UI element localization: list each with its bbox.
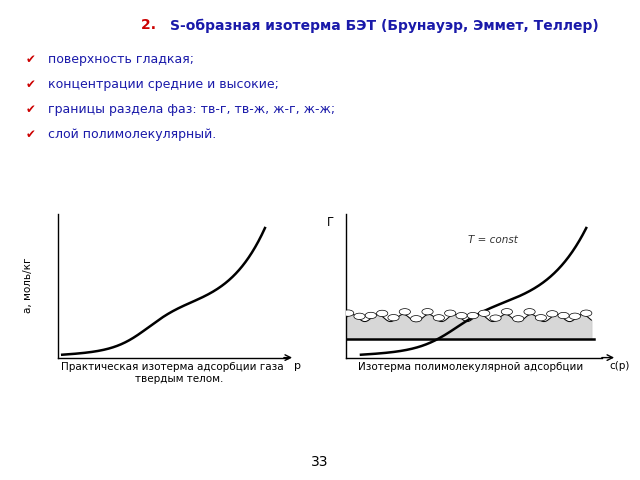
Text: слой полимолекулярный.: слой полимолекулярный. [48,128,216,142]
Circle shape [433,315,445,321]
Text: T = const: T = const [468,235,518,244]
Circle shape [513,315,524,322]
Circle shape [422,309,433,315]
Circle shape [535,314,547,321]
Text: а, моль/кг: а, моль/кг [22,258,33,313]
Text: ✔: ✔ [26,103,35,117]
Text: Практическая изотерма адсорбции газа
    твердым телом.: Практическая изотерма адсорбции газа тве… [61,362,284,384]
Circle shape [399,309,410,315]
Circle shape [410,315,422,322]
Circle shape [501,309,513,315]
Circle shape [456,312,467,319]
Circle shape [354,313,365,320]
Text: ✔: ✔ [26,78,35,92]
Circle shape [467,312,479,319]
Text: с(р): с(р) [609,361,630,371]
Text: ✔: ✔ [26,53,35,67]
Circle shape [558,312,569,319]
Text: Г: Г [326,216,334,229]
Circle shape [445,310,456,316]
Circle shape [479,310,490,316]
Circle shape [547,311,558,317]
Text: концентрации средние и высокие;: концентрации средние и высокие; [48,78,279,92]
Circle shape [365,312,376,319]
Text: границы раздела фаз: тв-г, тв-ж, ж-г, ж-ж;: границы раздела фаз: тв-г, тв-ж, ж-г, ж-… [48,103,335,117]
Circle shape [376,310,388,317]
Text: Изотерма полимолекулярной адсорбции: Изотерма полимолекулярной адсорбции [358,362,583,372]
Circle shape [580,310,592,316]
Text: ✔: ✔ [26,128,35,142]
Text: S-образная изотерма БЭТ (Брунауэр, Эммет, Теллер): S-образная изотерма БЭТ (Брунауэр, Эммет… [170,18,598,33]
Text: 2.: 2. [141,18,161,32]
Circle shape [490,315,501,321]
Text: р: р [294,361,301,371]
Circle shape [342,310,354,316]
Circle shape [388,314,399,321]
Circle shape [524,309,535,315]
Text: поверхность гладкая;: поверхность гладкая; [48,53,194,67]
Circle shape [569,313,580,319]
Text: 33: 33 [311,456,329,469]
